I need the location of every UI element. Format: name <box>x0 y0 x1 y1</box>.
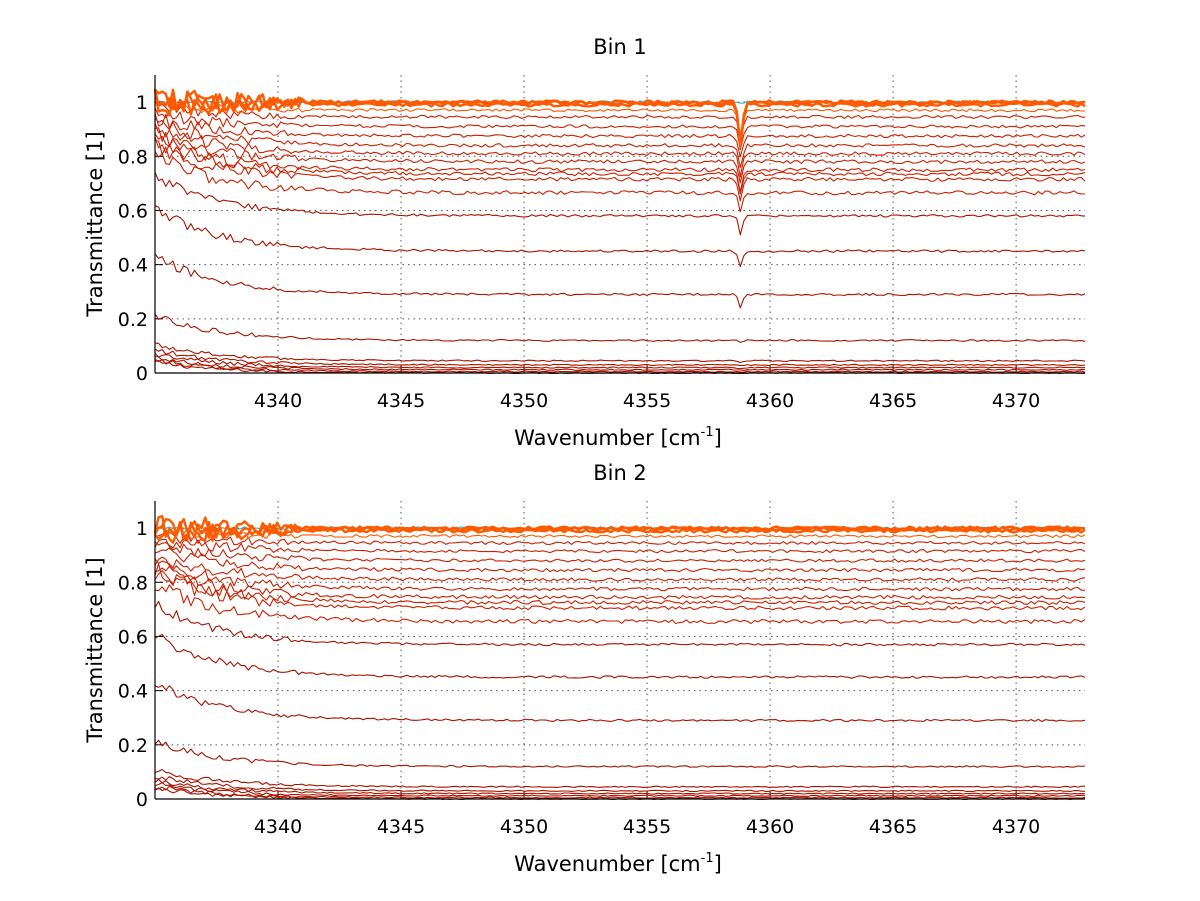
series-line <box>154 127 1086 184</box>
x-tick-label: 4345 <box>377 390 425 412</box>
series-line <box>154 117 1086 169</box>
x-tick-label: 4355 <box>623 816 671 838</box>
series-line <box>154 768 1086 789</box>
x-tick-labels: 4340 4345 4350 4355 4360 4365 4370 <box>254 816 1040 838</box>
x-axis-label: Wavenumber [cm-1] <box>514 425 722 450</box>
series-line <box>154 151 1086 213</box>
series-line <box>154 563 1086 606</box>
y-tick-label: 0.6 <box>118 626 148 648</box>
y-tick-label: 0 <box>136 789 148 811</box>
series-line <box>154 107 1086 151</box>
series-line <box>154 538 1086 563</box>
x-tick-label: 4355 <box>623 390 671 412</box>
series-line <box>154 776 1086 793</box>
series-line <box>154 633 1086 679</box>
bin-1-plot: Bin 1 4340 4345 4350 4355 4360 4365 4370 00.20… <box>83 35 1086 450</box>
y-tick-label: 0.6 <box>118 200 148 222</box>
x-tick-label: 4360 <box>746 390 794 412</box>
x-axis-label: Wavenumber [cm-1] <box>514 851 722 876</box>
y-tick-label: 0.2 <box>118 309 148 331</box>
series-line <box>154 342 1086 364</box>
series-line <box>154 112 1086 158</box>
x-tick-label: 4345 <box>377 816 425 838</box>
series-line <box>154 556 1085 592</box>
series-line <box>154 355 1086 371</box>
series-line <box>153 88 1086 146</box>
transmittance-traces <box>153 88 1086 375</box>
x-tick-label: 4370 <box>992 816 1040 838</box>
y-tick-label: 1 <box>136 518 148 540</box>
series-line <box>154 172 1086 236</box>
series-line <box>154 526 1086 540</box>
y-tick-label: 0.8 <box>118 572 148 594</box>
series-line <box>154 358 1086 373</box>
x-tick-label: 4365 <box>869 390 917 412</box>
series-line <box>154 558 1086 582</box>
y-tick-label: 0.2 <box>118 735 148 757</box>
series-line <box>154 584 1086 625</box>
bin-2-plot: Bin 2 4340 4345 4350 4355 4360 4365 4370 00.20… <box>83 461 1086 876</box>
series-line <box>154 136 1086 195</box>
series-line <box>154 547 1086 573</box>
series-line <box>154 123 1086 178</box>
plot-area <box>155 75 1085 373</box>
series-line <box>154 102 1086 140</box>
y-tick-label: 0.4 <box>118 255 148 277</box>
series-line <box>153 515 1086 538</box>
plot-area <box>155 501 1085 799</box>
y-axis-label: Transmittance [1] <box>83 131 107 317</box>
x-tick-label: 4340 <box>254 816 302 838</box>
series-line <box>154 565 1086 600</box>
series-line <box>154 539 1086 554</box>
y-tick-label: 0.4 <box>118 681 148 703</box>
series-line <box>154 352 1086 370</box>
series-line <box>154 570 1086 611</box>
x-tick-label: 4365 <box>869 816 917 838</box>
y-axis-label: Transmittance [1] <box>83 557 107 743</box>
x-tick-label: 4360 <box>746 816 794 838</box>
x-tick-label: 4340 <box>254 390 302 412</box>
series-line <box>154 739 1086 768</box>
series-line <box>154 100 1086 135</box>
series-line <box>154 600 1086 647</box>
series-line <box>154 133 1086 193</box>
x-tick-label: 4370 <box>992 390 1040 412</box>
y-tick-label: 0 <box>136 363 148 385</box>
plot-title: Bin 2 <box>593 461 647 485</box>
series-line <box>154 348 1086 367</box>
series-line <box>154 313 1086 343</box>
series-line <box>155 140 1086 202</box>
series-line <box>154 785 1086 799</box>
series-line <box>154 531 1086 546</box>
y-tick-labels: 0 0.2 0.4 0.6 0.8 1 <box>118 92 148 385</box>
transmittance-traces <box>153 515 1086 801</box>
axes <box>154 501 1085 800</box>
series-line <box>154 684 1086 723</box>
y-tick-label: 0.8 <box>118 146 148 168</box>
axes <box>154 75 1085 374</box>
series-line <box>154 778 1086 795</box>
series-line <box>154 253 1086 309</box>
series-line <box>154 782 1086 797</box>
x-tick-labels: 4340 4345 4350 4355 4360 4365 4370 <box>254 390 1040 412</box>
y-tick-labels: 0 0.2 0.4 0.6 0.8 1 <box>118 518 148 811</box>
x-tick-label: 4350 <box>500 390 548 412</box>
x-tick-label: 4350 <box>500 816 548 838</box>
y-tick-label: 1 <box>136 92 148 114</box>
plot-title: Bin 1 <box>593 35 647 59</box>
series-line <box>154 205 1086 268</box>
